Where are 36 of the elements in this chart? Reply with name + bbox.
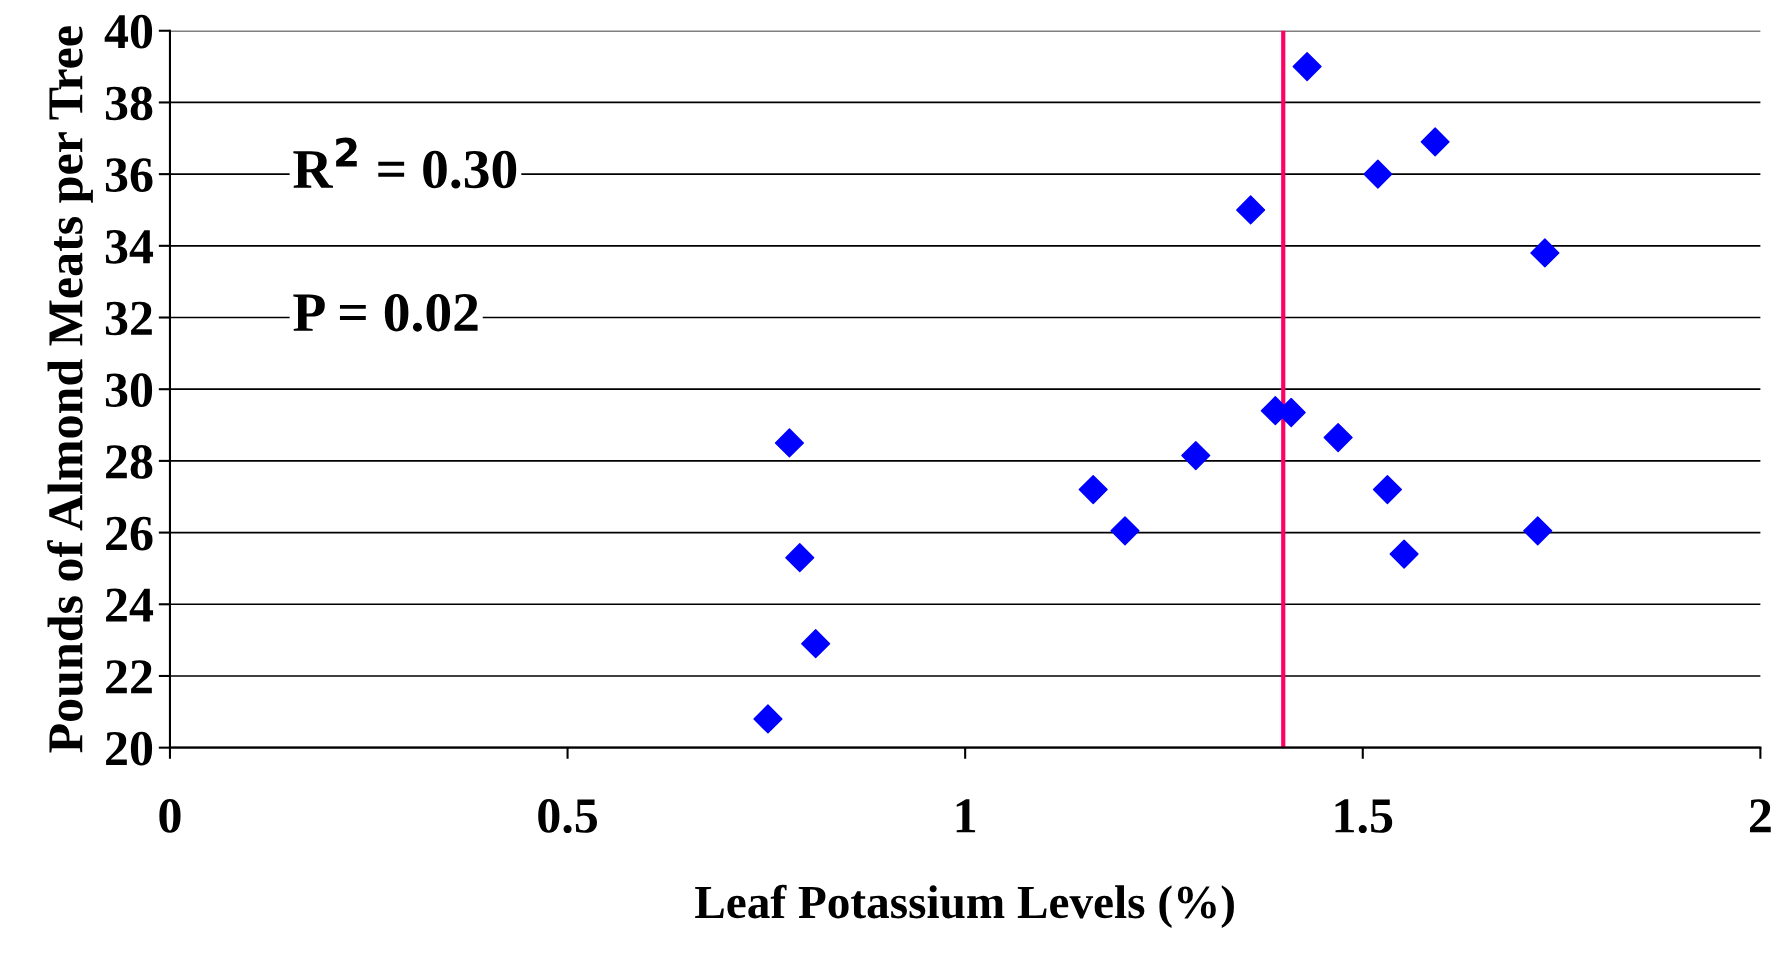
- x-tick-label: 2: [1749, 799, 1771, 833]
- point: [1363, 159, 1393, 189]
- x-tick-label: 1.5: [1335, 799, 1393, 834]
- x-axis-title: Leaf Potassium Levels (%): [695, 884, 1234, 928]
- point: [1236, 195, 1266, 225]
- point: [1292, 52, 1322, 82]
- point: [1530, 238, 1560, 268]
- y-tick-label: 22: [106, 660, 152, 694]
- y-tick-label: 30: [105, 373, 153, 408]
- point: [1078, 474, 1108, 505]
- point: [1110, 516, 1140, 546]
- point: [1323, 423, 1353, 453]
- point: [774, 428, 805, 458]
- y-tick-label: 20: [106, 731, 153, 766]
- y-tick-label: 38: [105, 86, 153, 121]
- point: [785, 543, 815, 573]
- y-tick-label: 40: [104, 14, 153, 49]
- point: [1420, 127, 1450, 157]
- point: [1181, 440, 1211, 471]
- y-tick-label: 26: [106, 516, 153, 551]
- annotation: P = 0.02: [293, 293, 478, 332]
- y-tick-label: 36: [105, 158, 153, 192]
- y-tick-label: 24: [106, 588, 154, 622]
- point: [1389, 539, 1419, 569]
- x-tick-label: 0: [159, 799, 181, 833]
- point: [1372, 474, 1403, 505]
- point: [753, 704, 783, 734]
- annotation: R$^{2}$ = 0.30: [293, 137, 517, 189]
- x-tick-label: 1: [956, 799, 976, 833]
- point: [801, 629, 831, 659]
- y-tick-label: 34: [105, 230, 154, 264]
- x-tick-label: 0.5: [538, 799, 597, 834]
- point: [1523, 516, 1553, 546]
- y-tick-label: 32: [105, 301, 152, 336]
- y-axis-title: Pounds of Almond Meats per Tree: [47, 26, 93, 753]
- y-tick-label: 28: [106, 444, 153, 479]
